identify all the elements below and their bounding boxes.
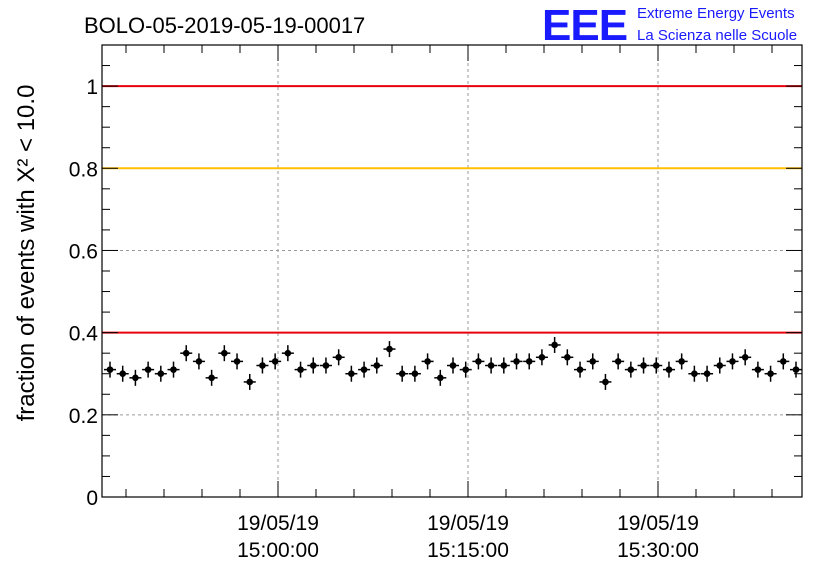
logo-line-2: La Scienza nelle Scuole (637, 27, 797, 44)
data-point (713, 357, 726, 374)
data-point (383, 341, 396, 358)
data-point (637, 357, 650, 374)
x-tick-label-time: 15:30:00 (617, 539, 699, 562)
logo-line-1: Extreme Energy Events (637, 5, 795, 22)
data-point (205, 369, 218, 386)
data-point (459, 361, 472, 378)
y-tick-label: 0 (86, 487, 98, 510)
y-tick-label: 0.8 (69, 158, 98, 181)
data-point (231, 353, 244, 370)
axes: 0 0.2 0.4 0.6 0.8 1 19/05/19 15:00:00 19/05/19 15… (69, 44, 803, 562)
data-point (104, 361, 116, 378)
data-point (332, 349, 345, 366)
data-point (192, 353, 205, 370)
x-tick-label-date: 19/05/19 (237, 512, 319, 535)
data-point (294, 361, 307, 378)
logo-mark: EEE (542, 1, 627, 50)
data-point (574, 361, 587, 378)
data-point (675, 353, 688, 370)
y-tick-label: 1 (86, 76, 98, 99)
data-point (790, 361, 802, 378)
data-point (726, 353, 739, 370)
data-point (662, 361, 675, 378)
data-point (180, 345, 193, 362)
data-points (104, 336, 802, 390)
reference-lines (102, 85, 802, 334)
data-point (777, 353, 790, 370)
data-point (485, 357, 498, 374)
chart-title: BOLO-05-2019-05-19-00017 (84, 13, 365, 38)
data-point (345, 365, 358, 382)
data-point (701, 365, 714, 382)
y-tick-label: 0.2 (69, 405, 98, 428)
y-tick-label: 0.4 (69, 323, 99, 346)
data-point (116, 365, 129, 382)
data-point (408, 365, 421, 382)
data-point (256, 357, 269, 374)
data-point (421, 353, 434, 370)
data-point (523, 353, 536, 370)
data-point (396, 365, 409, 382)
data-point (586, 353, 599, 370)
data-point (142, 361, 155, 378)
data-point (358, 361, 371, 378)
data-point (218, 345, 231, 362)
data-point (307, 357, 320, 374)
x-tick-label-date: 19/05/19 (617, 512, 699, 535)
data-point (612, 353, 625, 370)
x-tick-label-date: 19/05/19 (427, 512, 509, 535)
data-point (599, 373, 612, 390)
data-point (561, 349, 574, 366)
grid (102, 45, 802, 497)
data-point (281, 345, 294, 362)
data-point (497, 357, 510, 374)
data-point (548, 336, 561, 353)
data-point (154, 365, 167, 382)
x-tick-label-time: 15:00:00 (237, 539, 319, 562)
data-point (167, 361, 180, 378)
data-point (434, 369, 447, 386)
data-point (650, 357, 663, 374)
y-axis-label: fraction of events with X² < 10.0 (13, 85, 40, 422)
data-point (739, 349, 752, 366)
data-point (624, 361, 637, 378)
x-tick-label-time: 15:15:00 (427, 539, 509, 562)
data-point (751, 361, 764, 378)
y-tick-label: 0.6 (69, 240, 98, 263)
plot-frame (101, 44, 803, 498)
data-point (370, 357, 383, 374)
eee-logo: EEE Extreme Energy Events La Scienza nel… (542, 1, 797, 50)
data-point (535, 349, 548, 366)
data-point (129, 369, 142, 386)
data-point (243, 373, 256, 390)
data-point (764, 365, 777, 382)
data-point (447, 357, 459, 374)
data-point (510, 353, 523, 370)
data-point (319, 357, 332, 374)
data-point (472, 353, 485, 370)
data-point (269, 353, 282, 370)
data-point (688, 365, 701, 382)
